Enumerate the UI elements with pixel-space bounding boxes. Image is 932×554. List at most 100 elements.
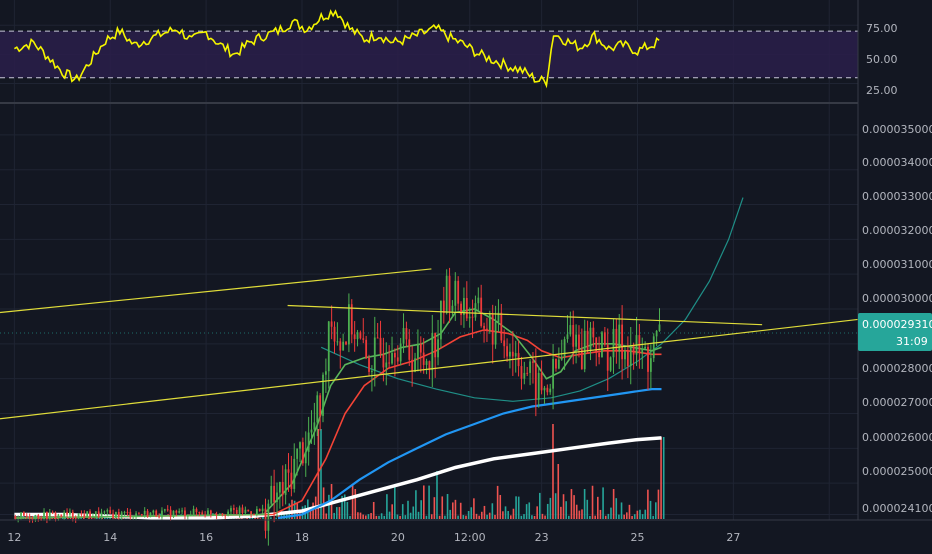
candle-body (198, 512, 200, 513)
rsi-tick-label: 50.00 (866, 53, 898, 66)
candle-body (460, 304, 462, 315)
candle-body (239, 508, 241, 514)
candle-body (659, 324, 661, 330)
candle-body (161, 511, 163, 518)
volume-bar (608, 514, 610, 519)
candle-body (181, 510, 183, 511)
candle-body (75, 517, 77, 519)
candle-body (144, 511, 146, 514)
volume-bar (386, 494, 388, 519)
volume-bar (655, 502, 657, 519)
candle-body (270, 486, 272, 504)
candle-body (236, 510, 238, 514)
volume-bar (365, 516, 367, 519)
candle-body (164, 509, 166, 510)
candle-body (210, 510, 212, 514)
candle-body (109, 510, 111, 513)
candle-body (89, 511, 91, 517)
candle-body (227, 512, 229, 516)
volume-bar (605, 516, 607, 519)
candle-body (92, 516, 94, 518)
volume-bar (465, 516, 467, 519)
candle-body (362, 338, 364, 340)
volume-bar (93, 518, 95, 519)
candle-body (124, 512, 126, 513)
volume-bar (455, 500, 457, 519)
volume-bar (336, 507, 338, 519)
volume-bar (542, 514, 544, 519)
candle-body (633, 345, 635, 354)
volume-bar (394, 484, 396, 519)
candle-body (486, 329, 488, 331)
candle-body (656, 331, 658, 336)
volume-bar (481, 512, 483, 519)
candle-body (313, 422, 315, 429)
volume-bar (631, 516, 633, 519)
candle-body (544, 388, 546, 391)
candle-body (213, 514, 215, 515)
volume-bar (644, 510, 646, 519)
volume-bar (426, 516, 428, 519)
candle-body (207, 510, 209, 515)
volume-bar (444, 516, 446, 519)
candle-body (408, 339, 410, 359)
candle-body (46, 512, 48, 519)
volume-bar (521, 516, 523, 519)
candle-body (515, 353, 517, 356)
volume-bar (526, 504, 528, 519)
volume-bar (639, 510, 641, 519)
volume-bar (470, 507, 472, 519)
volume-bar (623, 515, 625, 519)
candle-body (147, 511, 149, 517)
candle-body (273, 486, 275, 502)
candle-body (58, 514, 60, 517)
candle-body (334, 327, 336, 342)
volume-bar (415, 490, 417, 519)
candle-body (477, 298, 479, 304)
candle-body (400, 344, 402, 362)
candle-body (250, 511, 252, 514)
volume-bar (576, 505, 578, 519)
volume-bar (360, 513, 362, 519)
candle-body (221, 514, 223, 515)
volume-bar (484, 506, 486, 519)
candle-body (170, 510, 172, 517)
candle-body (452, 306, 454, 312)
rsi-axis[interactable]: 75.00 50.00 25.00 (866, 22, 898, 97)
volume-bar (536, 506, 538, 519)
candle-body (483, 326, 485, 329)
time-tick-label: 18 (295, 531, 309, 544)
candle-body (290, 473, 292, 489)
candle-body (431, 333, 433, 370)
candle-body (348, 304, 350, 344)
candle-body (480, 298, 482, 326)
candle-body (63, 512, 65, 516)
volume-bar (439, 516, 441, 519)
time-tick-label: 16 (199, 531, 213, 544)
time-tick-label: 12 (7, 531, 21, 544)
candle-body (35, 515, 37, 519)
candle-body (204, 515, 206, 516)
candle-body (354, 334, 356, 339)
candle-body (644, 347, 646, 349)
volume-bar (592, 486, 594, 519)
candle-body (43, 512, 45, 519)
candle-body (423, 353, 425, 365)
volume-bar (547, 504, 549, 519)
candle-body (98, 511, 100, 517)
candle-body (339, 341, 341, 350)
volume-bar (405, 515, 407, 519)
volume-bar (428, 486, 430, 519)
candle-body (253, 514, 255, 515)
volume-bar (652, 516, 654, 519)
candle-body (503, 340, 505, 346)
candle-body (121, 512, 123, 516)
volume-bar (460, 503, 462, 519)
candle-body (359, 332, 361, 338)
candle-body (601, 332, 603, 357)
